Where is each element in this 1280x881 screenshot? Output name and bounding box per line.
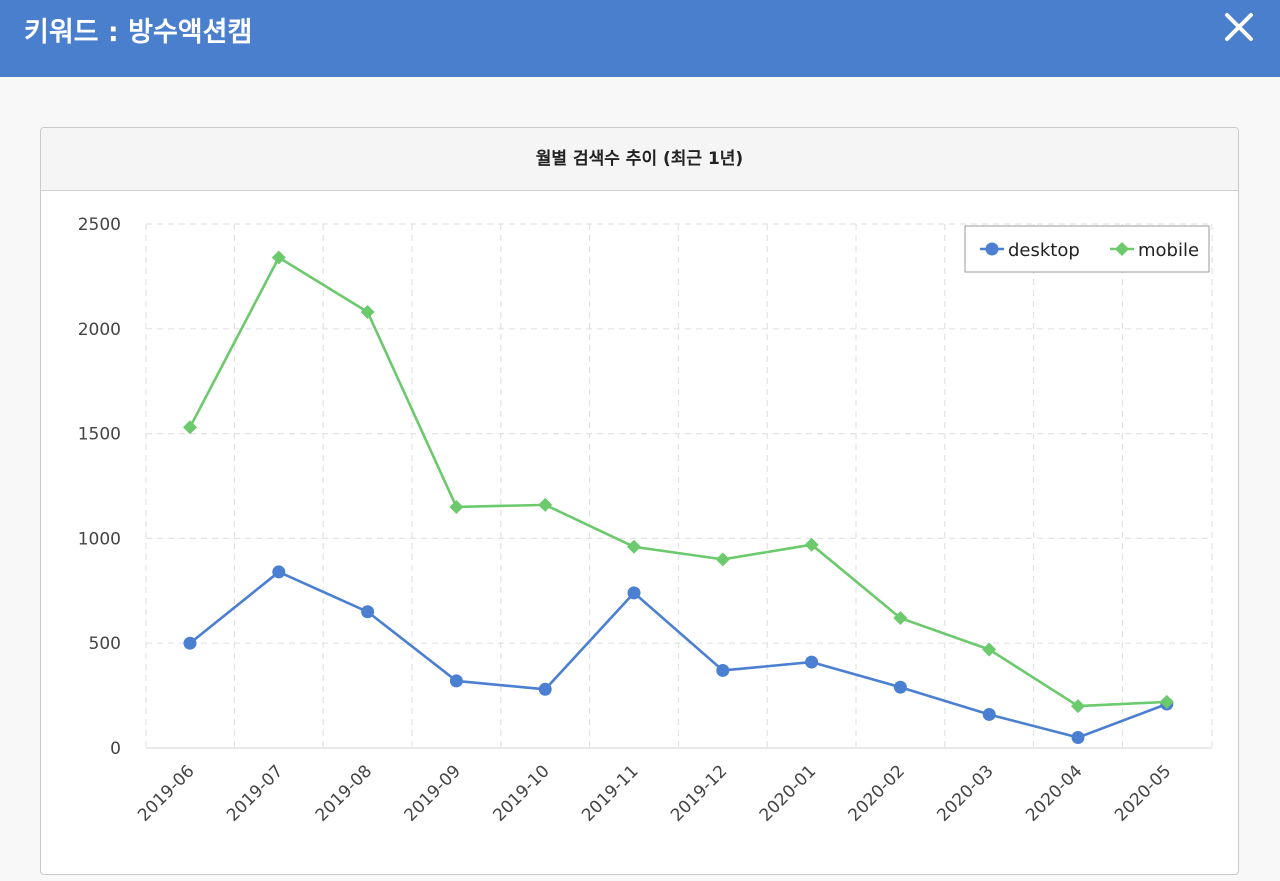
y-tick-label: 0 <box>110 739 121 759</box>
point-mobile <box>449 499 464 514</box>
legend-label-desktop: desktop <box>1008 240 1080 261</box>
x-tick-label: 2019-08 <box>312 761 376 825</box>
y-tick-label: 2000 <box>78 320 121 340</box>
legend-box <box>964 225 1210 273</box>
point-mobile <box>1071 699 1085 714</box>
legend-marker-mobile <box>1115 242 1129 256</box>
window-title: 키워드 : 방수액션캠 <box>24 17 253 48</box>
point-mobile <box>804 537 819 552</box>
point-desktop <box>716 663 730 677</box>
point-mobile <box>893 611 908 626</box>
x-tick-label: 2020-02 <box>845 761 909 825</box>
legend-marker-desktop <box>985 242 999 256</box>
point-desktop <box>1071 731 1085 745</box>
x-tick-label: 2020-01 <box>756 761 820 825</box>
x-tick-label: 2020-04 <box>1022 761 1086 825</box>
x-tick-label: 2019-09 <box>401 761 465 825</box>
point-desktop <box>272 565 286 579</box>
y-tick-label: 2500 <box>78 215 121 235</box>
x-tick-label: 2019-12 <box>667 761 731 825</box>
series-line-desktop <box>189 570 1168 739</box>
title-bar: 키워드 : 방수액션캠 <box>0 0 1280 77</box>
point-desktop <box>805 655 819 669</box>
point-desktop <box>893 680 907 694</box>
y-tick-label: 500 <box>89 634 121 654</box>
point-mobile <box>982 642 997 657</box>
point-desktop <box>361 605 375 619</box>
x-tick-label: 2019-06 <box>134 761 198 825</box>
point-mobile <box>1159 694 1174 709</box>
x-tick-label: 2019-11 <box>578 761 642 825</box>
x-tick-label: 2019-10 <box>489 761 553 825</box>
point-desktop <box>982 707 996 721</box>
point-mobile <box>627 539 641 554</box>
x-tick-label: 2020-03 <box>933 761 997 825</box>
point-mobile <box>183 420 197 435</box>
point-desktop <box>538 682 552 696</box>
point-mobile <box>360 305 375 320</box>
point-desktop <box>627 586 641 600</box>
point-desktop <box>183 636 197 650</box>
point-mobile <box>538 497 553 512</box>
y-tick-label: 1500 <box>78 425 121 445</box>
series-line-mobile <box>188 256 1167 708</box>
x-tick-label: 2020-05 <box>1111 761 1175 825</box>
legend-label-mobile: mobile <box>1138 240 1199 261</box>
point-mobile <box>271 250 286 265</box>
point-mobile <box>715 552 730 567</box>
panel-title: 월별 검색수 추이 (최근 1년) <box>41 128 1238 191</box>
x-tick-label: 2019-07 <box>223 761 287 825</box>
close-icon[interactable] <box>1216 4 1262 50</box>
y-tick-label: 1000 <box>78 529 121 549</box>
point-desktop <box>449 674 463 688</box>
